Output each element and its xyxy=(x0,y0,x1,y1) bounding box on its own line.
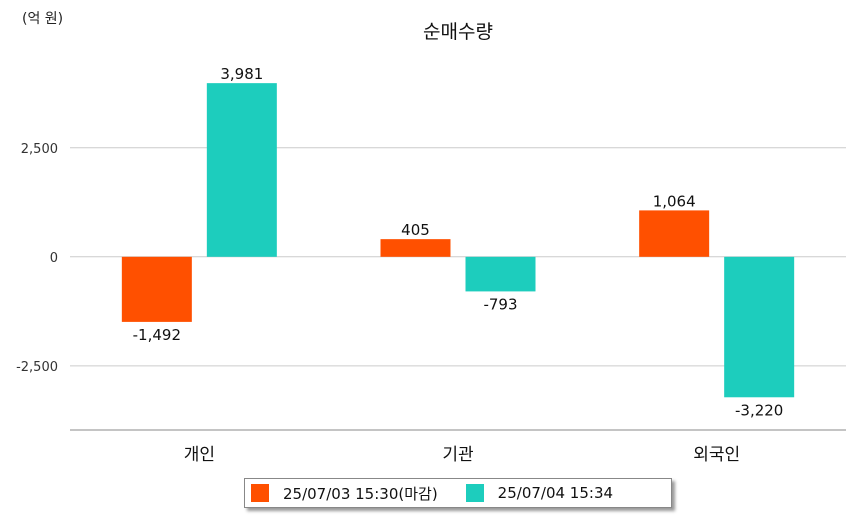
bar[interactable] xyxy=(206,83,277,257)
y-tick-label: 0 xyxy=(50,251,58,266)
data-label: -3,220 xyxy=(735,401,783,419)
legend-label-series-1: 25/07/03 15:30(마감) xyxy=(283,484,438,503)
x-tick-label: 개인 xyxy=(184,445,215,465)
legend-swatch-series-2 xyxy=(465,484,484,502)
unit-label: (억 원) xyxy=(22,11,64,27)
legend-label-series-2: 25/07/04 15:34 xyxy=(497,484,614,502)
data-label: 405 xyxy=(401,221,430,239)
bar[interactable] xyxy=(121,256,192,322)
data-label: 3,981 xyxy=(220,65,263,83)
data-label: 1,064 xyxy=(653,192,696,210)
legend-item-series-2[interactable]: 25/07/04 15:34 xyxy=(465,484,614,502)
data-label: -793 xyxy=(483,295,517,313)
data-label: -1,492 xyxy=(133,326,181,344)
legend: 25/07/03 15:30(마감) 25/07/04 15:34 xyxy=(244,478,672,508)
bar[interactable] xyxy=(724,256,795,398)
legend-item-series-1[interactable]: 25/07/03 15:30(마감) xyxy=(251,483,438,504)
legend-swatch-series-1 xyxy=(251,484,269,502)
y-tick-label: 2,500 xyxy=(21,142,58,157)
y-tick-label: -2,500 xyxy=(16,360,58,375)
x-tick-label: 기관 xyxy=(442,445,473,465)
bar[interactable] xyxy=(380,239,451,257)
x-tick-label: 외국인 xyxy=(693,445,740,465)
bar[interactable] xyxy=(639,210,710,257)
bar[interactable] xyxy=(465,256,536,292)
chart-title: 순매수량 xyxy=(423,21,493,43)
bar-chart: 순매수량 2,500 0 -2,500 -1,492 3,981 405 -793 1,06… xyxy=(16,21,846,465)
